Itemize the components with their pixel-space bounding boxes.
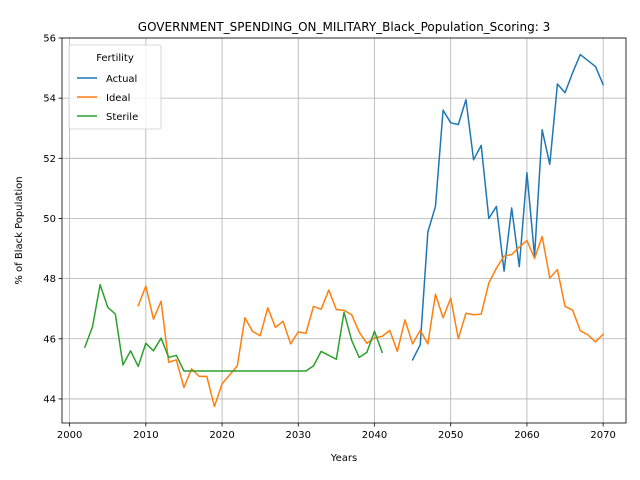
y-tick-label: 44 xyxy=(43,394,56,405)
x-axis: 2000 2010 2020 2030 2040 2050 2060 2070 xyxy=(57,423,616,441)
y-tick-label: 48 xyxy=(43,274,56,285)
x-tick-label: 2000 xyxy=(57,430,82,441)
y-tick-label: 56 xyxy=(43,34,56,45)
y-tick-label: 50 xyxy=(43,214,56,225)
legend-label-ideal: Ideal xyxy=(106,93,130,104)
y-tick-label: 54 xyxy=(43,94,56,105)
legend-box xyxy=(68,44,162,130)
plot-frame xyxy=(61,37,627,424)
legend: Fertility Actual Ideal Sterile xyxy=(68,44,162,130)
legend-label-actual: Actual xyxy=(106,74,137,85)
chart-title: GOVERNMENT_SPENDING_ON_MILITARY_Black_Po… xyxy=(138,20,550,34)
x-tick-label: 2020 xyxy=(209,430,234,441)
y-axis-label: % of Black Population xyxy=(14,176,25,284)
series-lines xyxy=(83,53,605,408)
x-tick-label: 2060 xyxy=(514,430,539,441)
x-tick-label: 2070 xyxy=(590,430,615,441)
series-line-actual xyxy=(411,53,605,361)
x-tick-label: 2010 xyxy=(133,430,158,441)
series-line-sterile xyxy=(83,283,384,372)
x-tick-label: 2040 xyxy=(362,430,387,441)
legend-title: Fertility xyxy=(96,53,134,64)
x-tick-label: 2030 xyxy=(286,430,311,441)
x-tick-label: 2050 xyxy=(438,430,463,441)
legend-label-sterile: Sterile xyxy=(106,112,138,123)
x-axis-label: Years xyxy=(330,453,357,464)
y-tick-label: 52 xyxy=(43,154,56,165)
y-axis: 44 46 48 50 52 54 56 xyxy=(43,34,62,405)
y-tick-label: 46 xyxy=(43,334,56,345)
